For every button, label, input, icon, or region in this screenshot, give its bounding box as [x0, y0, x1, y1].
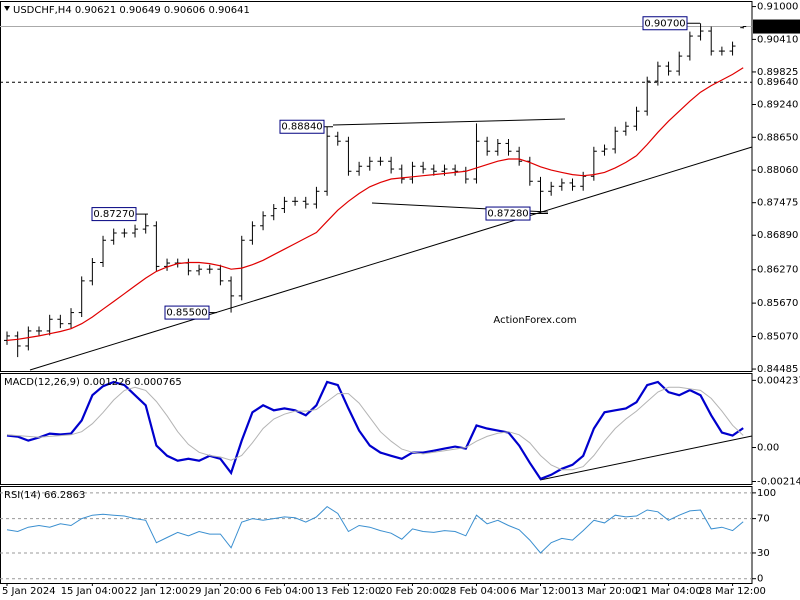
annotation-box — [485, 206, 531, 221]
trend-line — [29, 146, 753, 371]
trend-line — [539, 435, 753, 481]
watermark: ActionForex.com — [493, 315, 576, 326]
y-tick-label: 0.85670 — [757, 298, 798, 309]
y-tick-label: 30 — [757, 548, 770, 559]
x-tick-label: 28 Mar 12:00 — [699, 586, 766, 597]
annotation-box — [642, 16, 688, 31]
panel-frame — [0, 373, 753, 485]
x-tick-label: 28 Feb 04:00 — [444, 586, 510, 597]
x-tick-label: 29 Jan 20:00 — [189, 586, 252, 597]
annotation-box — [164, 305, 210, 320]
annotation-label: 0.87280 — [487, 209, 528, 220]
price-level-label: 0.89640 — [757, 77, 798, 88]
trend-line — [332, 118, 566, 126]
series-line — [6, 386, 744, 471]
y-tick-label: 0.91000 — [757, 2, 798, 13]
y-tick-label: 0 — [757, 574, 763, 585]
x-tick-label: 22 Jan 12:00 — [125, 586, 188, 597]
annotation-label: 0.85500 — [166, 308, 207, 319]
y-tick-label: 0.89825 — [757, 67, 798, 78]
x-tick-label: 6 Feb 04:00 — [255, 586, 314, 597]
y-tick-label: 0.86890 — [757, 230, 798, 241]
panel-title: MACD(12,26,9) 0.001226 0.000765 — [4, 377, 182, 388]
x-tick-label: 6 Mar 12:00 — [510, 586, 570, 597]
annotation-box — [91, 207, 137, 222]
annotation-label: 0.88840 — [281, 122, 322, 133]
x-tick-label: 13 Feb 12:00 — [316, 586, 382, 597]
y-tick-label: 0.89240 — [757, 99, 798, 110]
series-line — [6, 380, 744, 481]
price-level-box — [753, 75, 800, 90]
panel-frame — [0, 1, 753, 372]
x-tick-label: 15 Jan 04:00 — [61, 586, 124, 597]
current-price-box — [753, 19, 800, 34]
panel-frame — [0, 486, 753, 584]
x-tick-label: 20 Feb 20:00 — [380, 586, 446, 597]
x-tick-label: 5 Jan 2024 — [2, 586, 56, 597]
y-tick-label: 0.00 — [757, 443, 779, 454]
y-tick-label: 0.85070 — [757, 332, 798, 343]
y-tick-label: 0.84485 — [757, 364, 798, 375]
annotation-label: 0.90700 — [644, 18, 685, 29]
y-tick-label: 0.88060 — [757, 165, 798, 176]
current-price-label: 0.90641 — [757, 22, 798, 33]
panel-title: USDCHF,H4 0.90621 0.90649 0.90606 0.9064… — [13, 5, 250, 16]
y-tick-label: 0.004237 — [757, 375, 800, 386]
x-tick-label: 13 Mar 20:00 — [571, 586, 638, 597]
y-tick-label: 70 — [757, 514, 770, 525]
y-tick-label: 0.90410 — [757, 34, 798, 45]
annotation-label: 0.87270 — [93, 209, 134, 220]
symbol-icon — [4, 6, 10, 11]
moving-average — [6, 67, 744, 341]
y-tick-label: 0.86270 — [757, 265, 798, 276]
series-line — [6, 505, 744, 554]
x-tick-label: 21 Mar 04:00 — [635, 586, 702, 597]
y-tick-label: -0.002142 — [757, 476, 800, 487]
panel-title: RSI(14) 66.2863 — [4, 490, 85, 501]
y-tick-label: 0.87475 — [757, 198, 798, 209]
annotation-box — [279, 119, 325, 134]
y-tick-label: 100 — [757, 488, 776, 499]
y-tick-label: 0.88650 — [757, 132, 798, 143]
